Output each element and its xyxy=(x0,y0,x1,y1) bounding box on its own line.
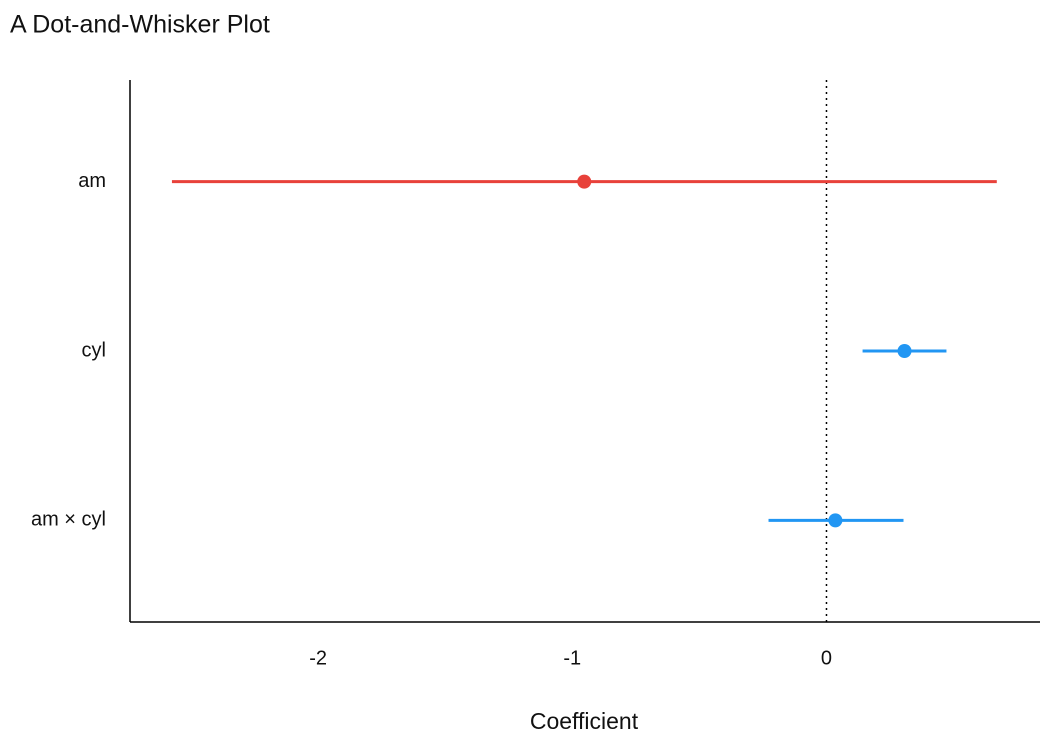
x-tick-label: -2 xyxy=(309,647,327,669)
y-tick-label: cyl xyxy=(82,339,106,361)
x-axis-label: Coefficient xyxy=(530,708,639,734)
x-tick-label: -1 xyxy=(563,647,581,669)
point xyxy=(897,344,912,358)
chart-title: A Dot-and-Whisker Plot xyxy=(10,11,270,39)
point xyxy=(577,174,592,189)
y-tick-label: am × cyl xyxy=(31,509,106,531)
x-tick-label: 0 xyxy=(821,647,832,669)
point xyxy=(828,513,843,528)
y-tick-label: am xyxy=(78,170,106,192)
